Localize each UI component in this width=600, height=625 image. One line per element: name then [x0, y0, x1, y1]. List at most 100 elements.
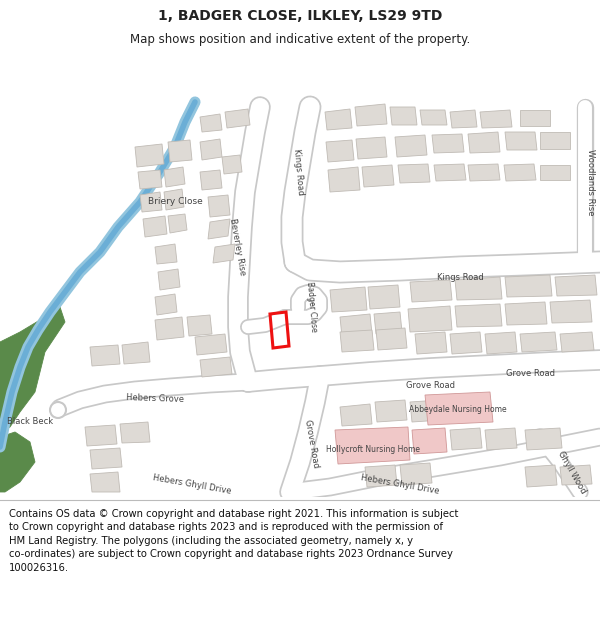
Polygon shape [480, 110, 512, 128]
Polygon shape [400, 463, 432, 485]
Polygon shape [420, 110, 447, 125]
Polygon shape [168, 214, 187, 233]
Polygon shape [415, 332, 447, 354]
Text: Black Beck: Black Beck [7, 418, 53, 426]
Text: Hollycroft Nursing Home: Hollycroft Nursing Home [326, 446, 420, 454]
Polygon shape [0, 432, 35, 492]
Polygon shape [90, 472, 120, 492]
Polygon shape [340, 314, 372, 337]
Polygon shape [425, 392, 493, 425]
Polygon shape [340, 404, 372, 426]
Text: Map shows position and indicative extent of the property.: Map shows position and indicative extent… [130, 32, 470, 46]
Text: Hebers Ghyll Drive: Hebers Ghyll Drive [152, 472, 232, 496]
Text: Badger Close: Badger Close [305, 281, 319, 332]
Polygon shape [505, 132, 537, 150]
Polygon shape [85, 425, 117, 446]
Polygon shape [450, 428, 482, 450]
Polygon shape [560, 465, 592, 485]
Polygon shape [455, 277, 502, 300]
Polygon shape [143, 216, 167, 237]
Polygon shape [330, 287, 367, 312]
Polygon shape [340, 330, 374, 352]
Polygon shape [164, 167, 185, 187]
Text: Kings Road: Kings Road [437, 272, 484, 281]
Polygon shape [408, 306, 452, 332]
Text: Briery Close: Briery Close [148, 198, 202, 206]
Polygon shape [468, 164, 500, 181]
Polygon shape [525, 428, 562, 450]
Polygon shape [200, 139, 222, 160]
Polygon shape [375, 400, 407, 422]
Polygon shape [398, 164, 430, 183]
Polygon shape [335, 427, 410, 464]
Polygon shape [200, 170, 222, 190]
Polygon shape [434, 164, 466, 181]
Text: Grove Road: Grove Road [505, 369, 554, 378]
Polygon shape [328, 167, 360, 192]
Polygon shape [355, 104, 387, 126]
Polygon shape [225, 109, 250, 128]
Text: Hebers Ghyll Drive: Hebers Ghyll Drive [360, 472, 440, 496]
Polygon shape [90, 345, 120, 366]
Polygon shape [368, 285, 400, 309]
Text: Grove Road: Grove Road [304, 419, 320, 469]
Text: Hebers Grove: Hebers Grove [126, 394, 184, 404]
Polygon shape [187, 315, 212, 336]
Polygon shape [135, 144, 164, 167]
Polygon shape [155, 244, 177, 264]
Polygon shape [208, 219, 230, 239]
Polygon shape [200, 357, 232, 377]
Polygon shape [450, 332, 482, 354]
Polygon shape [540, 132, 570, 149]
Polygon shape [362, 165, 394, 187]
Polygon shape [140, 192, 162, 212]
Polygon shape [485, 428, 517, 450]
Polygon shape [540, 165, 570, 180]
Polygon shape [450, 110, 477, 128]
Polygon shape [208, 195, 230, 217]
Polygon shape [213, 244, 235, 263]
Polygon shape [222, 155, 242, 174]
Polygon shape [155, 317, 184, 340]
Text: Beverley Rise: Beverley Rise [227, 217, 247, 276]
Circle shape [50, 402, 66, 418]
Polygon shape [410, 400, 442, 422]
Text: Abbeydale Nursing Home: Abbeydale Nursing Home [409, 406, 507, 414]
Polygon shape [485, 332, 517, 354]
Polygon shape [200, 114, 222, 132]
Polygon shape [326, 140, 354, 162]
Polygon shape [390, 107, 417, 125]
Polygon shape [504, 164, 536, 181]
Polygon shape [505, 275, 552, 297]
Polygon shape [325, 109, 352, 130]
Polygon shape [374, 312, 402, 334]
Polygon shape [560, 332, 594, 352]
Polygon shape [410, 280, 452, 302]
Polygon shape [505, 302, 547, 325]
Text: Grove Road: Grove Road [406, 381, 455, 389]
Polygon shape [468, 132, 500, 153]
Polygon shape [525, 465, 557, 487]
Polygon shape [455, 304, 502, 327]
Polygon shape [168, 140, 192, 162]
Polygon shape [555, 275, 597, 296]
Polygon shape [550, 300, 592, 323]
Polygon shape [356, 137, 387, 159]
Polygon shape [395, 135, 427, 157]
Polygon shape [376, 328, 407, 350]
Text: 1, BADGER CLOSE, ILKLEY, LS29 9TD: 1, BADGER CLOSE, ILKLEY, LS29 9TD [158, 9, 442, 22]
Text: Kings Road: Kings Road [292, 148, 305, 196]
Text: Ghyll Wood: Ghyll Wood [556, 449, 588, 495]
Polygon shape [90, 448, 122, 469]
Polygon shape [432, 134, 464, 153]
Polygon shape [520, 332, 557, 352]
Polygon shape [155, 294, 177, 315]
Polygon shape [138, 170, 162, 189]
Text: Woodlands Rise: Woodlands Rise [586, 149, 595, 215]
Polygon shape [158, 269, 180, 290]
Polygon shape [412, 428, 447, 454]
Polygon shape [122, 342, 150, 364]
Polygon shape [120, 422, 150, 443]
Polygon shape [164, 189, 184, 210]
Text: Contains OS data © Crown copyright and database right 2021. This information is : Contains OS data © Crown copyright and d… [9, 509, 458, 573]
